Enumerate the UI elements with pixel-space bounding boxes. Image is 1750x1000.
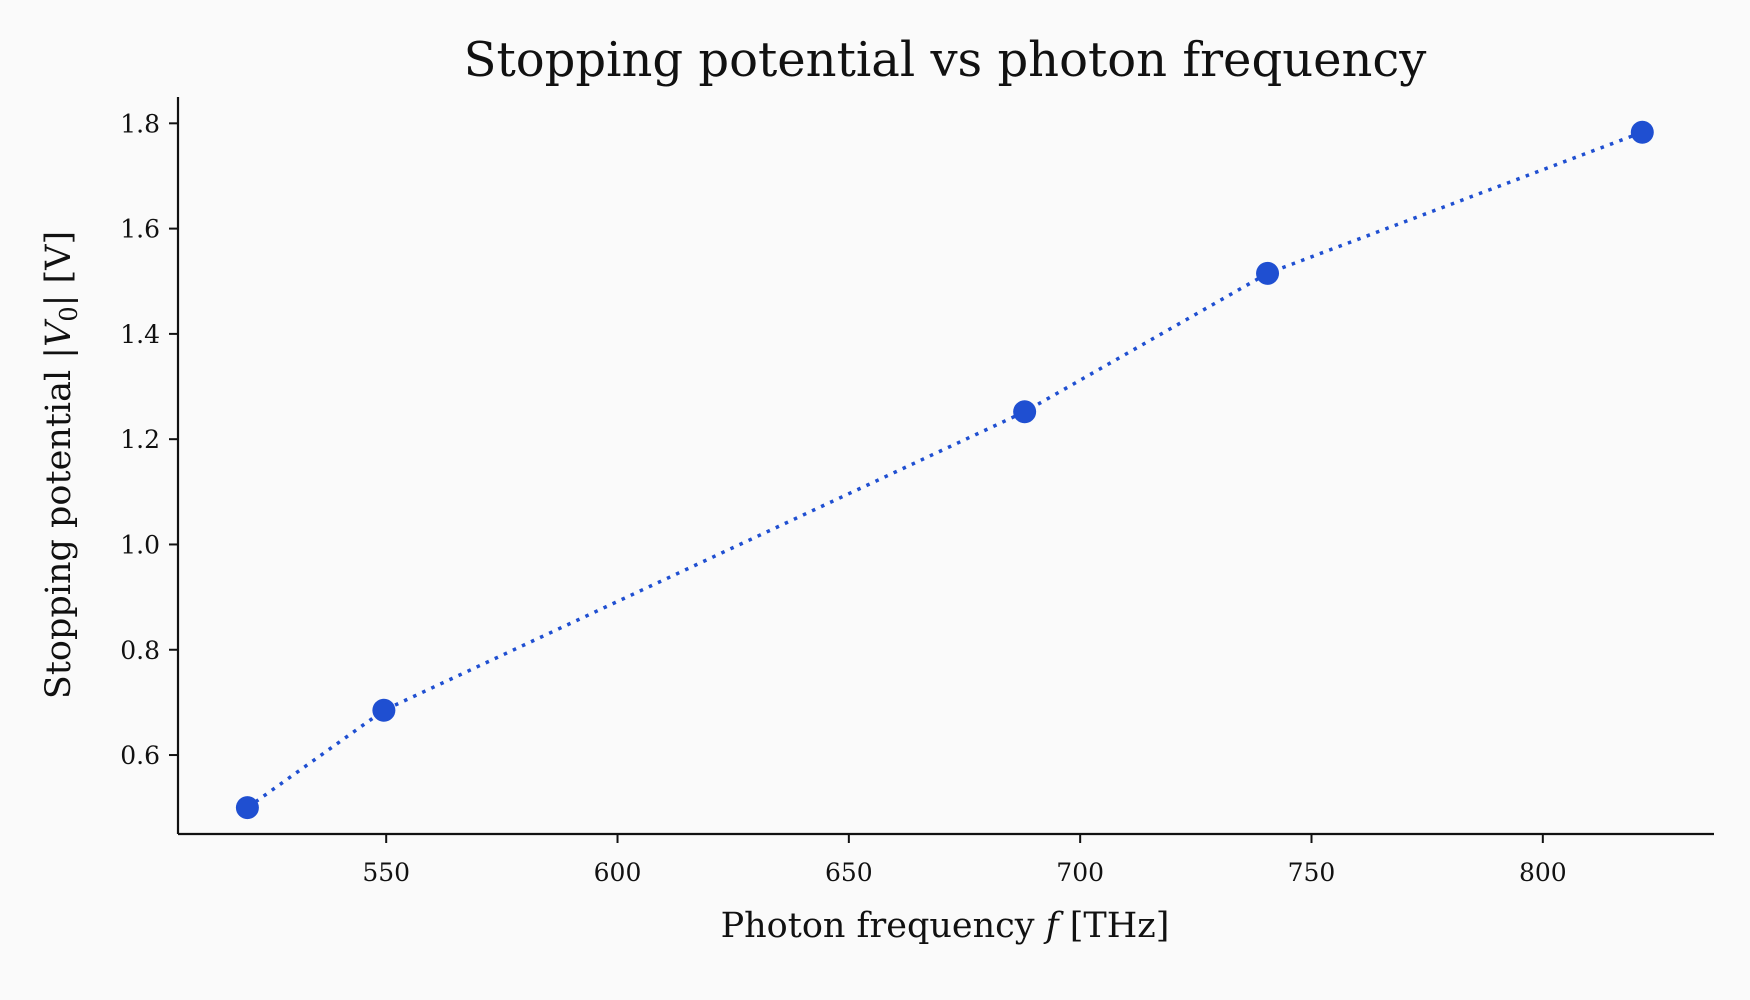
x-tick-label: 600 <box>594 858 642 887</box>
data-point <box>372 698 396 722</box>
data-point <box>1013 400 1037 424</box>
y-axis-title-unit: | [V] <box>39 231 79 307</box>
y-tick-label: 1.2 <box>120 425 160 454</box>
data-point <box>235 796 259 820</box>
chart-title: Stopping potential vs photon frequency <box>464 32 1427 88</box>
x-axis-ticks: 550 600 650 700 750 800 <box>362 834 1567 887</box>
y-axis-title-group: Stopping potential |V0| [V] <box>39 231 83 699</box>
x-tick-label: 800 <box>1519 858 1567 887</box>
series-layer <box>235 120 1654 820</box>
x-tick-label: 550 <box>362 858 410 887</box>
y-axis-title-text: Stopping potential | <box>39 347 79 699</box>
x-axis-title-text: Photon frequency <box>721 906 1046 946</box>
x-tick-label: 750 <box>1288 858 1336 887</box>
y-tick-label: 0.6 <box>120 741 160 770</box>
data-point <box>1630 120 1654 144</box>
x-axis-title-unit: [THz] <box>1059 906 1170 946</box>
x-axis-title: Photon frequency f [THz] <box>721 906 1170 946</box>
y-axis-title-subscript: 0 <box>55 306 83 321</box>
y-tick-label: 1.4 <box>120 320 160 349</box>
x-tick-label: 650 <box>825 858 873 887</box>
y-tick-label: 1.8 <box>120 109 160 138</box>
y-tick-label: 1.6 <box>120 215 160 244</box>
series-line <box>246 130 1643 810</box>
y-axis-ticks: 0.6 0.8 1.0 1.2 1.4 1.6 1.8 <box>120 109 178 770</box>
y-axis-title: Stopping potential |V0| [V] <box>39 231 83 699</box>
data-point <box>1256 261 1280 285</box>
x-tick-label: 700 <box>1056 858 1104 887</box>
y-axis-title-symbol: V <box>39 318 79 347</box>
y-tick-label: 1.0 <box>120 530 160 559</box>
y-tick-label: 0.8 <box>120 636 160 665</box>
